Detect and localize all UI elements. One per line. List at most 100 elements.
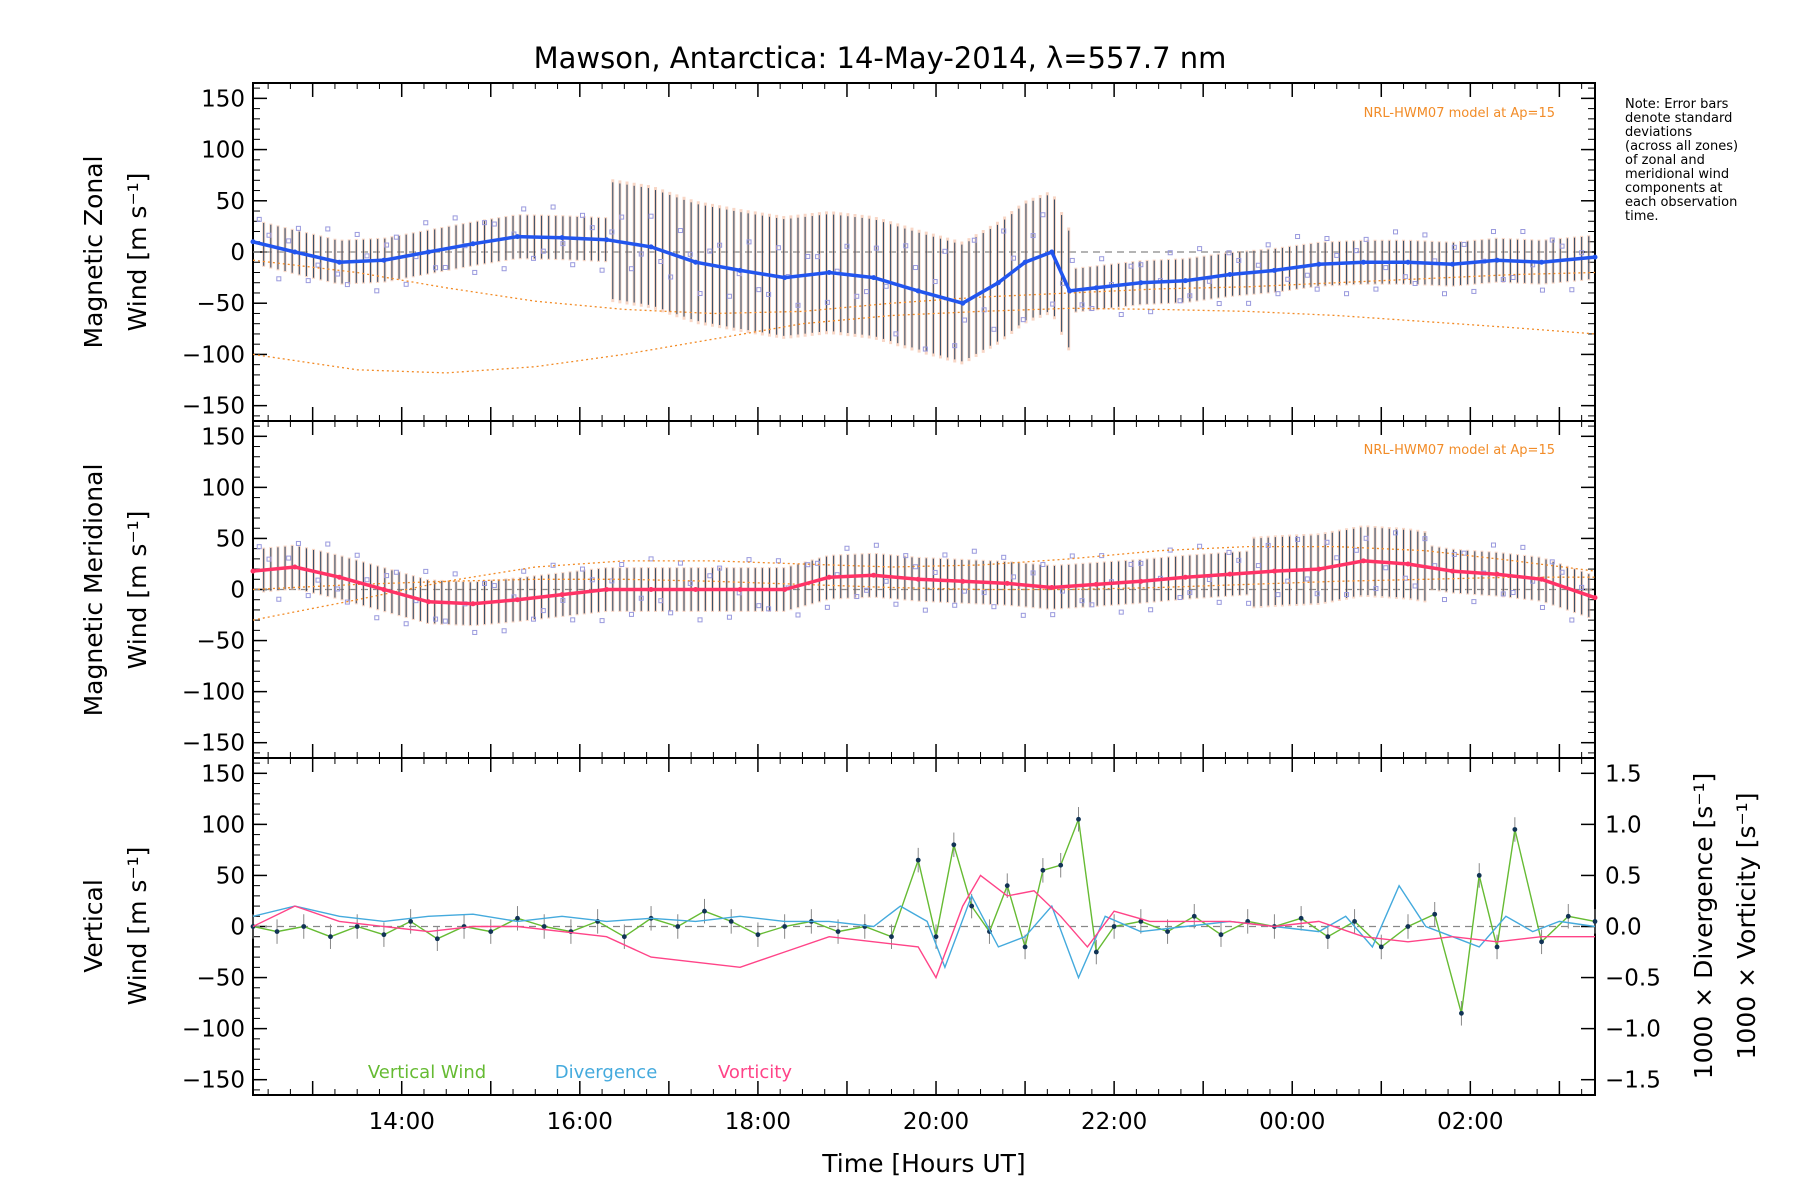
zonal-zone-point	[952, 343, 958, 349]
zonal-mean-point	[381, 257, 387, 263]
meridional-zone-point	[687, 580, 693, 586]
zonal-zone-point	[589, 225, 595, 231]
vertical-ylabel-line2: Wind [m s⁻¹]	[123, 847, 152, 1006]
vertical-wind-line	[252, 819, 1596, 1014]
zonal-zone-point	[717, 242, 723, 248]
vertical-wind-point	[541, 924, 547, 929]
meridional-zone-point	[697, 617, 703, 623]
zonal-zone-point	[1304, 272, 1310, 278]
zonal-zone-point	[1344, 291, 1350, 297]
zonal-zone-point	[766, 291, 772, 297]
zonal-zone-point	[1246, 300, 1252, 306]
zonal-zone-point	[1285, 276, 1291, 282]
vertical-wind-point	[1476, 873, 1482, 878]
zonal-mean-point	[693, 259, 699, 265]
vertical-wind-point	[1058, 862, 1064, 868]
meridional-zone-point	[403, 621, 409, 627]
meridional-ylabel-line1: Magnetic Meridional	[79, 464, 108, 717]
meridional-ytick-label: 150	[201, 424, 245, 450]
zonal-mean-point	[559, 235, 565, 241]
meridional-mean-point	[693, 587, 699, 592]
zonal-zone-point	[1393, 229, 1399, 235]
zonal-mean-point	[425, 249, 431, 255]
zonal-zone-point	[482, 220, 488, 226]
zonal-zone-point	[775, 245, 781, 251]
zonal-zone-point	[687, 251, 693, 257]
meridional-zone-point	[501, 628, 507, 634]
meridional-ytick-label: −50	[196, 629, 245, 655]
meridional-zone-point	[599, 618, 605, 624]
meridional-zone-point	[638, 595, 644, 601]
zonal-zone-point	[1265, 242, 1271, 248]
zonal-mean-point	[648, 244, 654, 250]
meridional-mean-point	[871, 572, 877, 578]
vertical-wind-point	[408, 918, 414, 924]
meridional-mean-point	[1227, 571, 1233, 577]
zonal-ytick-label: 50	[216, 189, 245, 215]
zonal-zone-point	[922, 346, 928, 352]
meridional-zone-point	[1324, 539, 1330, 545]
vorticity-y2label: 1000 × Vorticity [s⁻¹]	[1732, 793, 1761, 1060]
meridional-mean-point	[336, 574, 342, 580]
meridional-zone-point	[540, 608, 546, 614]
zonal-zone-point	[1138, 262, 1144, 268]
meridional-mean-point	[826, 574, 832, 580]
zonal-zone-point	[1275, 291, 1281, 297]
zonal-zone-point	[1295, 234, 1301, 240]
zonal-zone-point	[1520, 229, 1526, 235]
meridional-zone-point	[1549, 559, 1555, 565]
x-axis-label: Time [Hours UT]	[821, 1149, 1025, 1178]
zonal-mean-point	[1539, 259, 1545, 265]
meridional-zone-point	[775, 558, 781, 564]
zonal-zone-point	[1255, 262, 1261, 268]
meridional-zone-point	[315, 577, 321, 583]
zonal-zone-point	[1412, 280, 1418, 286]
vertical-wind-point	[915, 857, 921, 863]
meridional-mean-point	[292, 564, 298, 570]
zonal-zone-point	[266, 232, 272, 238]
zonal-zone-point	[1206, 278, 1212, 284]
meridional-zone-point	[364, 577, 370, 583]
meridional-zone-point	[1089, 602, 1095, 608]
zonal-zone-point	[276, 276, 282, 282]
meridional-zone-point	[579, 566, 585, 572]
zonal-zone-point	[1402, 274, 1408, 280]
meridional-zone-point	[922, 607, 928, 613]
vertical-wind-point	[1040, 867, 1046, 873]
meridional-mean-point	[1049, 584, 1055, 590]
vertical-wind-point	[1459, 1010, 1464, 1016]
zonal-zone-point	[677, 228, 683, 234]
zonal-zone-point	[1579, 250, 1585, 256]
meridional-zone-point	[1118, 609, 1124, 615]
meridional-zone-point	[335, 586, 341, 592]
zonal-zone-point	[384, 242, 390, 248]
zonal-zone-point	[795, 302, 801, 308]
zonal-zone-point	[864, 289, 870, 295]
meridional-mean-point	[1360, 558, 1366, 564]
vertical-wind-point	[1004, 883, 1010, 889]
meridional-zone-point	[531, 616, 537, 622]
meridional-zone-point	[550, 562, 556, 568]
zonal-zone-point	[658, 259, 664, 265]
note-line: of zonal and	[1625, 153, 1705, 168]
zonal-zone-point	[1099, 256, 1105, 262]
vertical-y2tick-label: 1.0	[1605, 812, 1642, 838]
vertical-wind-point	[889, 934, 894, 940]
zonal-mean-point	[470, 241, 476, 247]
meridional-zone-point	[707, 573, 713, 579]
zonal-mean-point	[995, 280, 1001, 286]
zonal-mean-point	[1093, 285, 1099, 291]
zonal-mean-point	[1049, 249, 1055, 255]
meridional-zone-point	[952, 602, 958, 608]
vertical-wind-point	[1218, 932, 1224, 938]
meridional-zone-point	[1412, 583, 1418, 589]
vertical-wind-point	[1592, 918, 1598, 924]
zonal-mean-point	[1450, 261, 1456, 267]
zonal-model-curve	[252, 307, 1596, 374]
meridional-zone-point	[1059, 588, 1065, 594]
vertical-wind-point	[1494, 944, 1500, 950]
meridional-zone-point	[482, 581, 488, 587]
vertical-ylabel: Vertical Wind [m s⁻¹]	[79, 847, 152, 1006]
meridional-zone-point	[472, 629, 478, 635]
